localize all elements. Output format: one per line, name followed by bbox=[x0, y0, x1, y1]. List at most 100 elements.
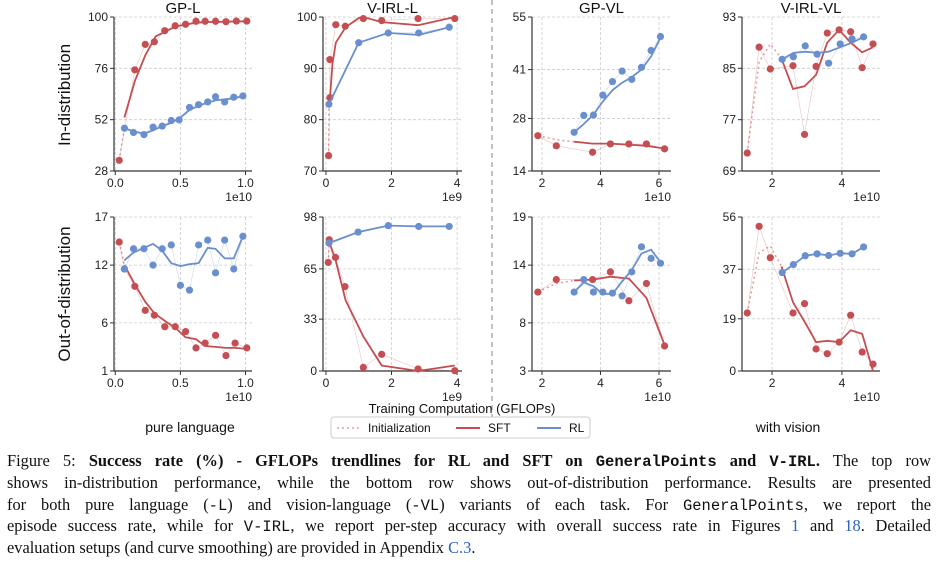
x-tick-label: 4 bbox=[839, 176, 846, 190]
sft-data-point bbox=[161, 323, 169, 331]
caption-text: and bbox=[716, 451, 770, 470]
y-tick-label: 76 bbox=[95, 61, 109, 75]
x-multiplier-label: 1e9 bbox=[442, 190, 462, 204]
y-tick-label: 70 bbox=[304, 164, 318, 178]
sft-smoothed-line bbox=[780, 266, 874, 372]
rl-data-point bbox=[185, 103, 194, 112]
sft-data-point bbox=[359, 363, 367, 371]
x-multiplier-label: 1e10 bbox=[644, 190, 671, 204]
sft-data-point bbox=[131, 66, 139, 74]
y-tick-label: 80 bbox=[304, 113, 318, 127]
sft-data-point bbox=[211, 331, 220, 339]
sft-data-point bbox=[324, 152, 333, 160]
rl-data-point bbox=[239, 92, 247, 100]
y-tick-label: 41 bbox=[513, 63, 527, 77]
rl-data-point bbox=[647, 254, 655, 262]
rl-data-point bbox=[836, 249, 844, 257]
y-tick-label: 55 bbox=[513, 10, 527, 24]
y-tick-label: 3 bbox=[519, 364, 526, 378]
legend-initialization-label: Initialization bbox=[368, 421, 431, 435]
rl-raw-line bbox=[573, 36, 661, 133]
sft-data-point bbox=[766, 254, 774, 262]
initialization-line bbox=[118, 241, 126, 266]
y-tick-label: 65 bbox=[304, 262, 318, 276]
rl-data-point bbox=[158, 245, 166, 253]
sft-data-point bbox=[869, 40, 877, 48]
sft-smoothed-line bbox=[574, 275, 666, 346]
caption-reference-link[interactable]: C.3 bbox=[448, 538, 472, 558]
y-tick-label: 85 bbox=[723, 61, 737, 75]
x-multiplier-label: 1e10 bbox=[644, 390, 671, 404]
rl-data-point bbox=[848, 250, 856, 258]
sft-raw-line bbox=[746, 226, 874, 365]
sft-data-point bbox=[789, 309, 797, 317]
caption-text: GeneralPoints bbox=[682, 496, 804, 515]
caption-reference-link[interactable]: 1 bbox=[791, 516, 800, 536]
y-tick-label: 100 bbox=[297, 10, 317, 24]
y-tick-label: 28 bbox=[513, 111, 527, 125]
sft-data-point bbox=[812, 62, 820, 71]
y-tick-label: 6 bbox=[101, 316, 108, 330]
y-tick-label: 0 bbox=[310, 364, 317, 378]
y-tick-label: 14 bbox=[513, 258, 527, 272]
x-axis-label: Training Computation (GFLOPs) bbox=[369, 401, 556, 416]
y-tick-label: 1 bbox=[101, 364, 108, 378]
y-tick-label: 90 bbox=[304, 61, 318, 75]
caption-text: Success rate (%) - GFLOPs trendlines for… bbox=[88, 451, 596, 470]
x-tick-label: 2 bbox=[539, 376, 546, 390]
rl-data-point bbox=[325, 239, 333, 247]
x-tick-label: 4 bbox=[454, 176, 461, 190]
rl-data-point bbox=[204, 236, 212, 244]
sft-data-point bbox=[182, 20, 190, 28]
x-tick-label: 4 bbox=[839, 376, 846, 390]
row-label-in-distribution: In-distribution bbox=[55, 44, 74, 146]
rl-data-point bbox=[445, 222, 453, 231]
caption-reference-link[interactable]: 18 bbox=[844, 516, 861, 536]
x-tick-label: 1.0 bbox=[237, 176, 254, 190]
rl-data-point bbox=[778, 55, 786, 63]
rl-data-point bbox=[825, 251, 833, 260]
rl-smoothed-line bbox=[328, 26, 450, 105]
y-tick-label: 37 bbox=[723, 262, 737, 276]
sft-data-point bbox=[858, 348, 866, 356]
x-tick-label: 1.0 bbox=[237, 376, 254, 390]
rl-raw-line bbox=[124, 236, 244, 291]
x-tick-label: 2 bbox=[769, 376, 776, 390]
rl-data-point bbox=[239, 232, 247, 240]
legend-rl-label: RL bbox=[569, 421, 585, 435]
y-tick-label: 77 bbox=[723, 113, 737, 127]
y-tick-label: 14 bbox=[513, 164, 527, 178]
sft-data-point bbox=[231, 339, 239, 347]
caption-text: -VL bbox=[411, 496, 440, 515]
legend-sft-label: SFT bbox=[488, 421, 511, 435]
caption-text: . bbox=[815, 451, 820, 470]
initialization-line bbox=[746, 42, 783, 154]
rl-data-point bbox=[211, 269, 220, 277]
sft-data-point bbox=[606, 140, 615, 148]
sft-data-point bbox=[588, 148, 597, 156]
sft-data-point bbox=[192, 344, 200, 352]
rl-data-point bbox=[140, 131, 148, 139]
sft-data-point bbox=[201, 339, 209, 347]
rl-data-point bbox=[813, 250, 821, 258]
rl-smoothed-line bbox=[573, 248, 662, 295]
caption-text: V-IRL bbox=[243, 518, 291, 537]
sft-raw-line bbox=[118, 241, 247, 357]
figure-caption: Figure 5: Success rate (%) - GFLOPs tren… bbox=[7, 450, 931, 559]
sft-data-point bbox=[552, 142, 560, 150]
rl-data-point bbox=[185, 286, 194, 294]
initialization-line bbox=[118, 128, 126, 161]
x-tick-label: 2 bbox=[388, 376, 395, 390]
rl-data-point bbox=[637, 243, 646, 251]
sft-data-point bbox=[800, 130, 809, 139]
rl-data-point bbox=[167, 116, 175, 125]
sft-data-point bbox=[182, 327, 190, 336]
caption-text: -L bbox=[208, 496, 228, 515]
rl-data-point bbox=[801, 252, 809, 260]
sft-data-point bbox=[243, 344, 251, 352]
sft-data-point bbox=[414, 365, 422, 373]
sft-data-point bbox=[243, 17, 251, 25]
